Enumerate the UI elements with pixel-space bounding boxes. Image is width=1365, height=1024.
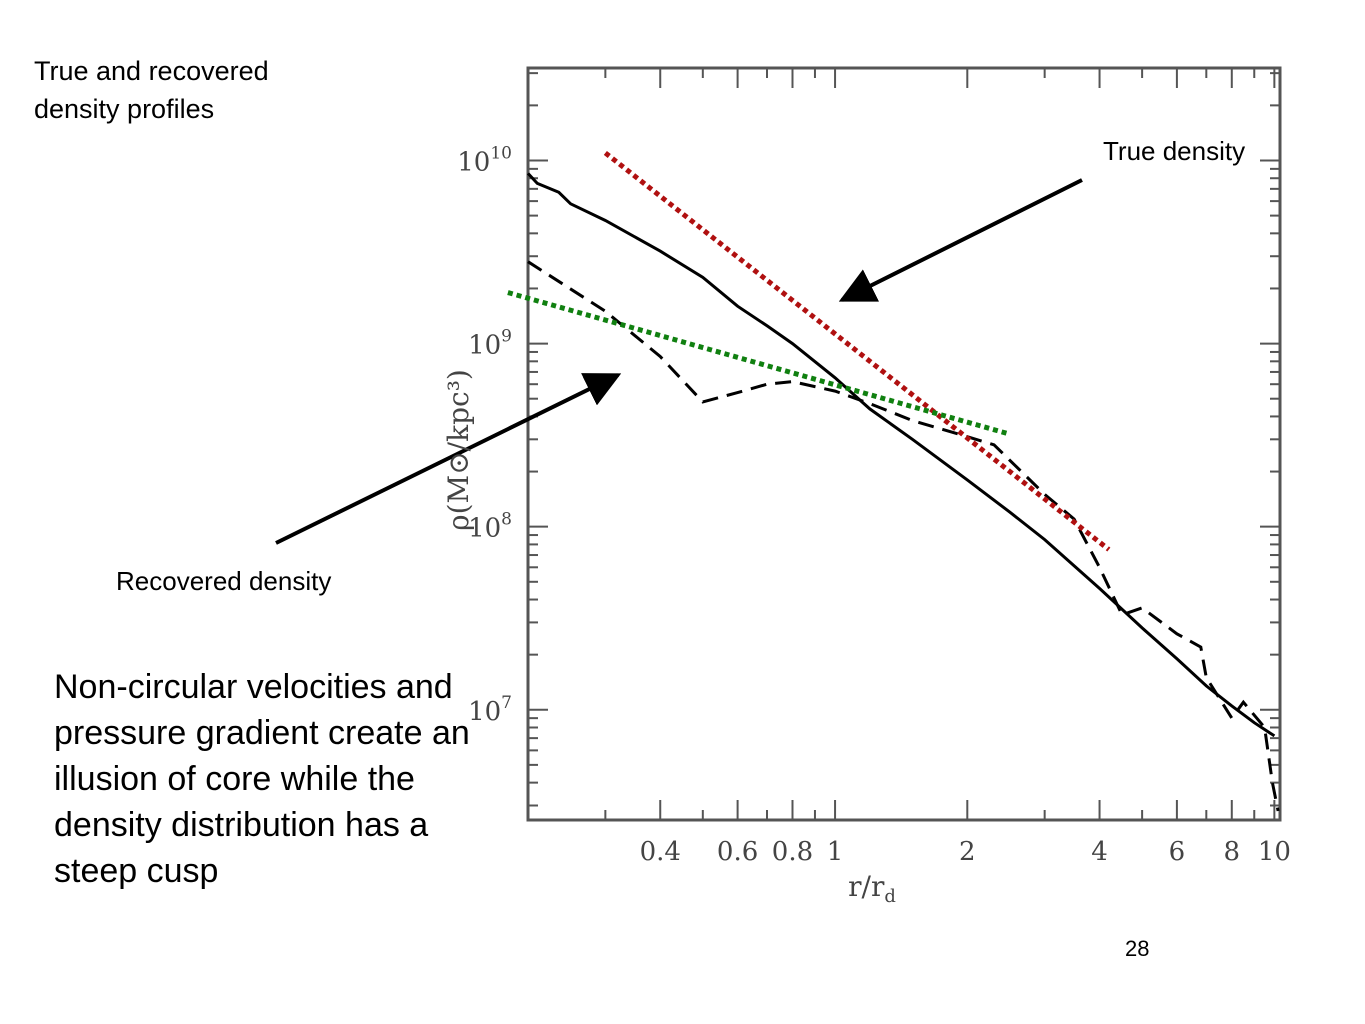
axis-ticks: [527, 68, 1280, 820]
y-tick-label: 1010: [457, 143, 512, 177]
true-density-arrow: [838, 178, 1083, 302]
recovered-density-curve: [527, 260, 1280, 812]
page-number: 28: [1125, 936, 1150, 961]
true-density-curve: [526, 172, 1276, 738]
body-text: Non-circular velocities and pressure gra…: [54, 668, 470, 890]
series-layer: [526, 172, 1280, 812]
axis-tick-labels: 0.4 0.6 0.8 1 2 4 6 8 10 107 108 109 1010: [457, 143, 1291, 867]
slide-title: True and recovered density profiles: [34, 56, 269, 124]
recovered-density-label: Recovered density: [116, 566, 332, 596]
true-density-fit-line: [603, 150, 1111, 552]
y-tick-label: 108: [468, 510, 512, 544]
fit-layer: [507, 150, 1111, 552]
x-tick-label: 0.8: [772, 837, 813, 867]
plot-frame: [526, 66, 1282, 822]
y-tick-label: 109: [468, 327, 512, 361]
x-tick-label: 0.6: [717, 837, 758, 867]
x-tick-label: 6: [1169, 837, 1186, 867]
y-tick-label: 107: [468, 693, 512, 727]
y-axis-title: ρ(M⊙/kpc³): [442, 369, 475, 531]
x-tick-label: 4: [1091, 837, 1108, 867]
x-tick-label: 10: [1258, 837, 1291, 867]
recovered-density-fit-line: [507, 290, 1011, 437]
x-tick-label: 1: [827, 837, 844, 867]
x-axis-title: r/rd: [848, 870, 896, 907]
x-tick-label: 8: [1224, 837, 1241, 867]
x-tick-label: 2: [959, 837, 976, 867]
recovered-density-arrow: [275, 373, 622, 545]
true-density-label: True density: [1103, 136, 1246, 166]
x-tick-label: 0.4: [640, 837, 681, 867]
